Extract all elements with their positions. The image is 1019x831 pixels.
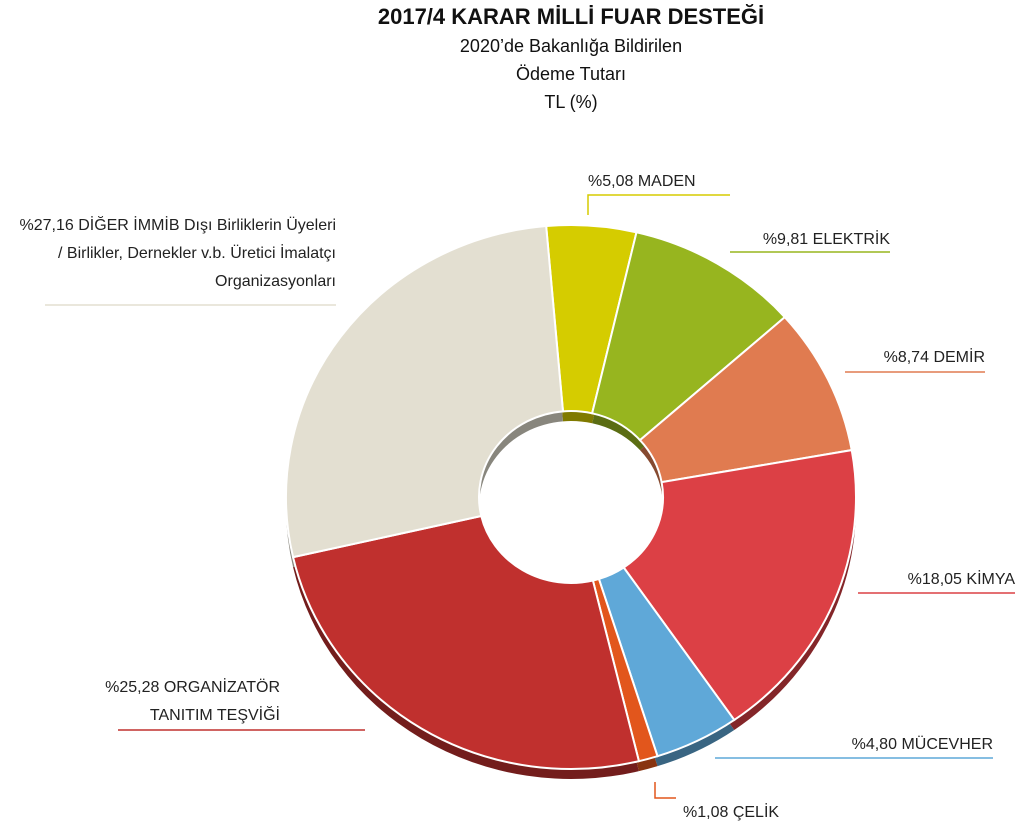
category-label: KİMYA <box>966 571 1015 588</box>
slice <box>285 224 565 559</box>
category-label: ELEKTRİK <box>812 231 890 248</box>
value-label: %1,08 <box>683 804 729 821</box>
slice-label: %8,74 DEMİR <box>884 344 985 372</box>
value-label: %9,81 <box>762 231 809 248</box>
category-label: ÇELİK <box>732 804 780 821</box>
slice-label: %5,08 MADEN <box>588 168 696 196</box>
slice-label: %9,81 ELEKTRİK <box>763 226 890 254</box>
slice <box>590 231 787 442</box>
value-label: %8,74 <box>883 349 929 366</box>
value-label: %5,08 <box>588 173 634 190</box>
slice-label: %25,28 ORGANİZATÖR TANITIM TEŞVİĞİ <box>90 674 280 730</box>
slice <box>622 448 857 722</box>
category-label: DEMİR <box>933 349 985 366</box>
subtitle: TL (%) <box>544 92 598 112</box>
slice <box>291 514 641 771</box>
category-label: MÜCEVHER <box>901 736 993 753</box>
slice <box>638 315 853 484</box>
value-label: %27,16 <box>19 217 74 234</box>
subtitle: 2020’de Bakanlığa Bildirilen <box>459 36 683 56</box>
slice-label: %1,08 ÇELİK <box>683 799 779 827</box>
slice-label: %27,16 DİĞER İMMİB Dışı Birliklerin Üyel… <box>16 212 336 296</box>
category-label: MADEN <box>637 173 696 190</box>
slice-label: %4,80 MÜCEVHER <box>852 731 993 759</box>
value-label: %18,05 <box>907 571 962 588</box>
category-label: DİĞER İMMİB Dışı Birliklerin Üyeleri / B… <box>58 217 336 290</box>
category-label: ORGANİZATÖR TANITIM TEŞVİĞİ <box>149 679 280 724</box>
chart-title: 2017/4 KARAR MİLLİ FUAR DESTEĞİ <box>377 4 765 29</box>
leader-line <box>587 194 730 215</box>
value-label: %4,80 <box>851 736 897 753</box>
subtitle: Ödeme Tutarı <box>515 64 627 84</box>
value-label: %25,28 <box>105 679 160 696</box>
slice-label: %18,05 KİMYA <box>908 566 1015 594</box>
leader-line <box>654 782 676 799</box>
